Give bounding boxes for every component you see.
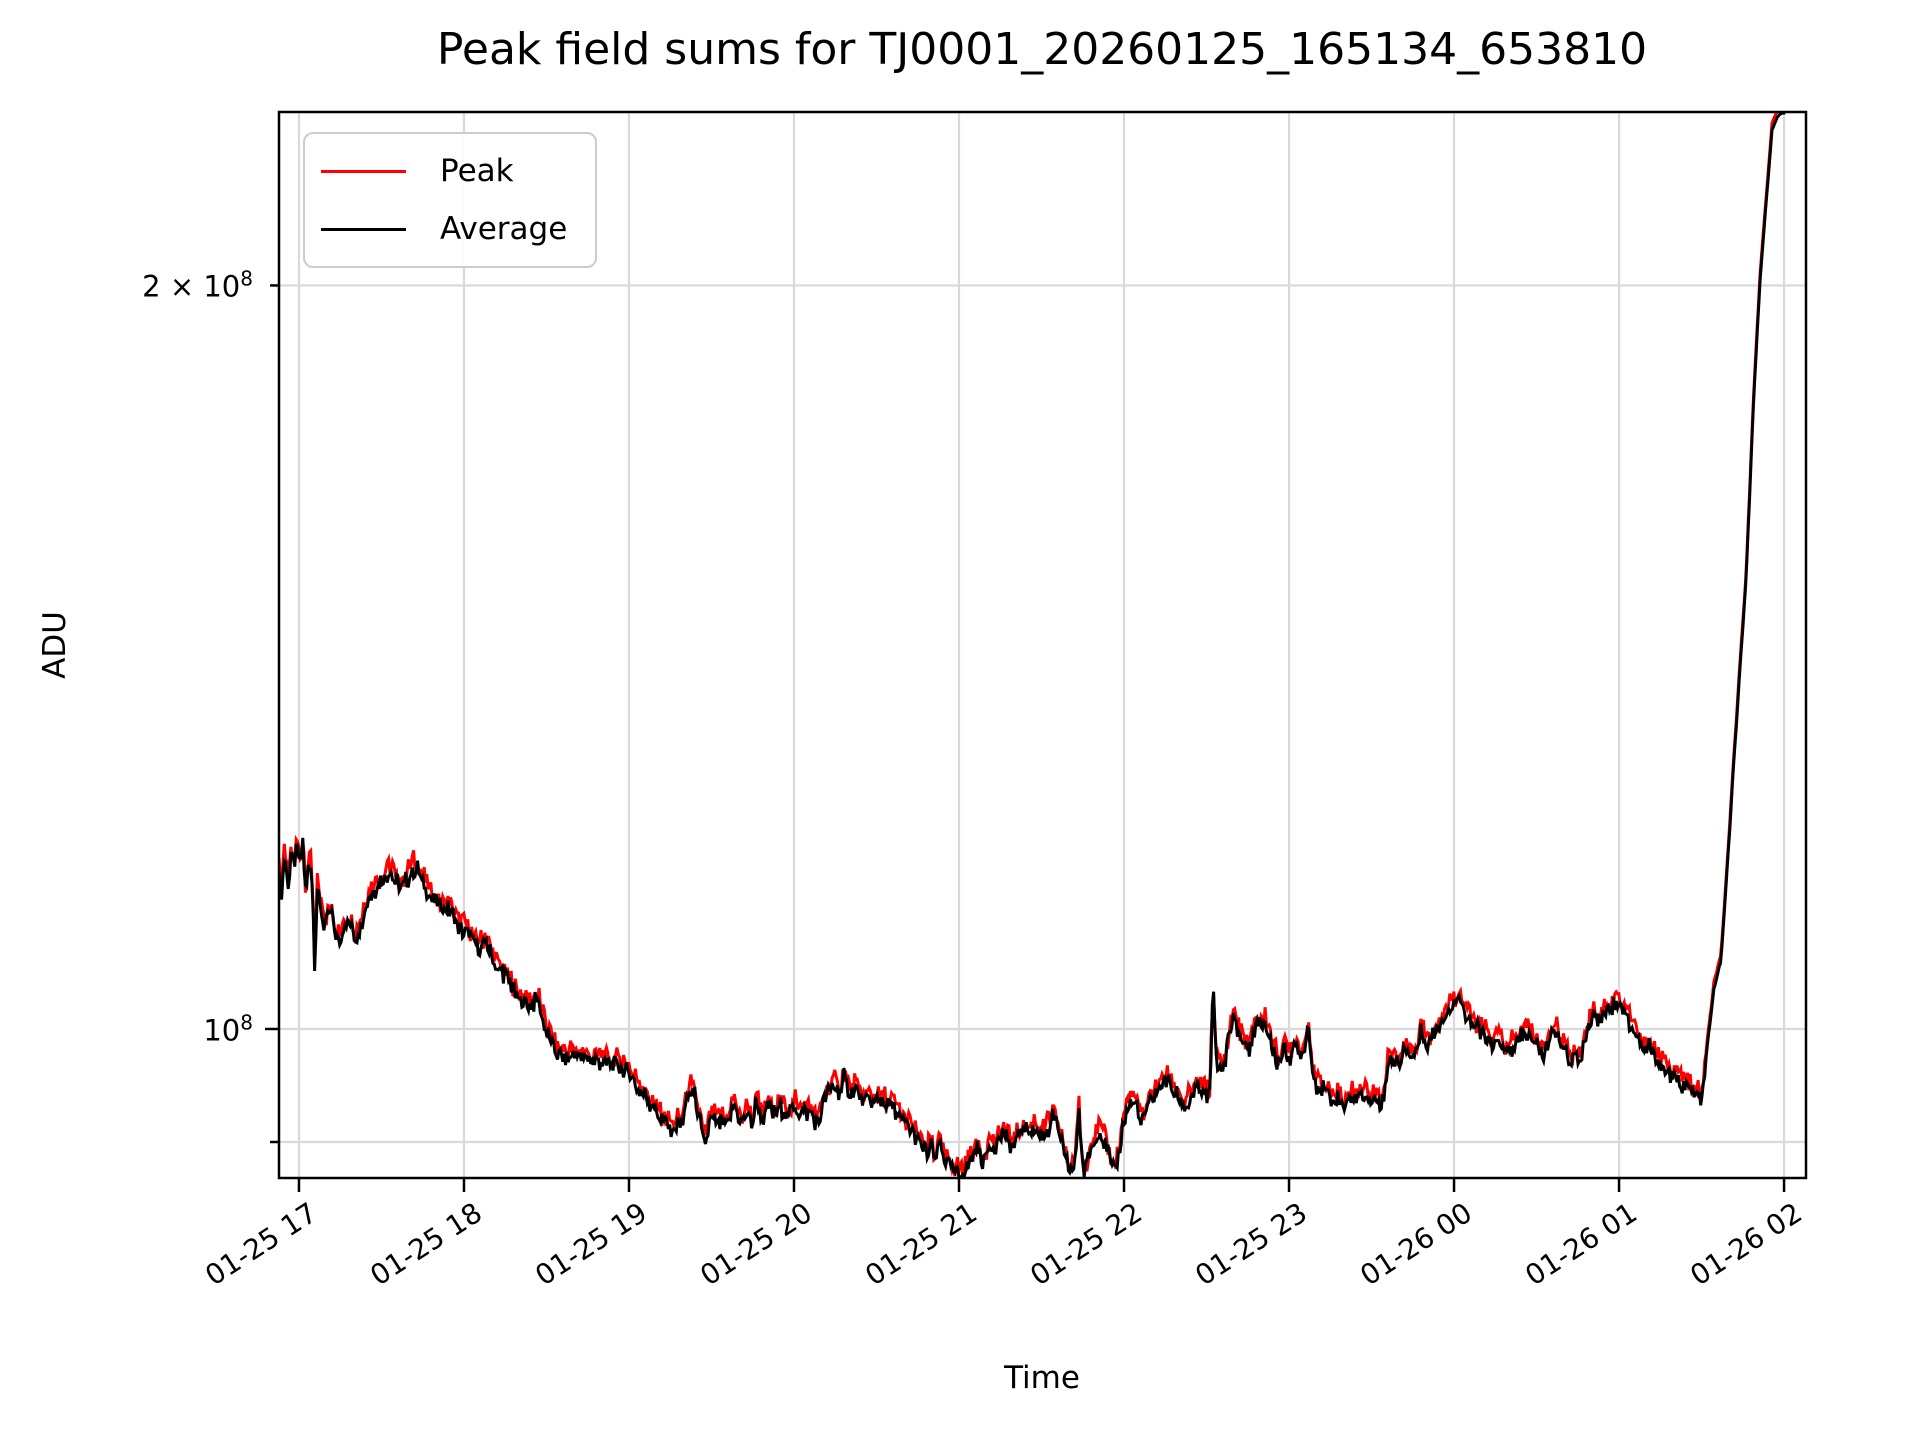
plot-frame bbox=[277, 110, 1808, 1180]
y-tick-exponent: 8 bbox=[240, 267, 253, 292]
legend: Peak Average bbox=[303, 132, 598, 268]
legend-line-swatch-average bbox=[321, 227, 406, 231]
x-axis-label: Time bbox=[1004, 1360, 1080, 1396]
average-line bbox=[279, 112, 1786, 1178]
y-tick-mantissa: 10 bbox=[203, 1013, 241, 1048]
y-tick-label-1e8: 108 bbox=[203, 1011, 253, 1048]
chart-title: Peak field sums for TJ0001_20260125_1651… bbox=[436, 24, 1648, 75]
legend-entry-peak: Peak bbox=[321, 148, 567, 194]
legend-label-average: Average bbox=[440, 211, 568, 247]
y-tick-label-2e8: 2 × 108 bbox=[142, 267, 253, 304]
legend-label-peak: Peak bbox=[440, 153, 514, 189]
y-axis-label: ADU bbox=[37, 611, 73, 679]
y-tick-mantissa: 2 × 10 bbox=[142, 269, 241, 304]
legend-entry-average: Average bbox=[321, 206, 567, 252]
y-tick-exponent: 8 bbox=[240, 1010, 253, 1035]
data-lines bbox=[279, 112, 1786, 1178]
legend-line-swatch-peak bbox=[321, 169, 406, 173]
